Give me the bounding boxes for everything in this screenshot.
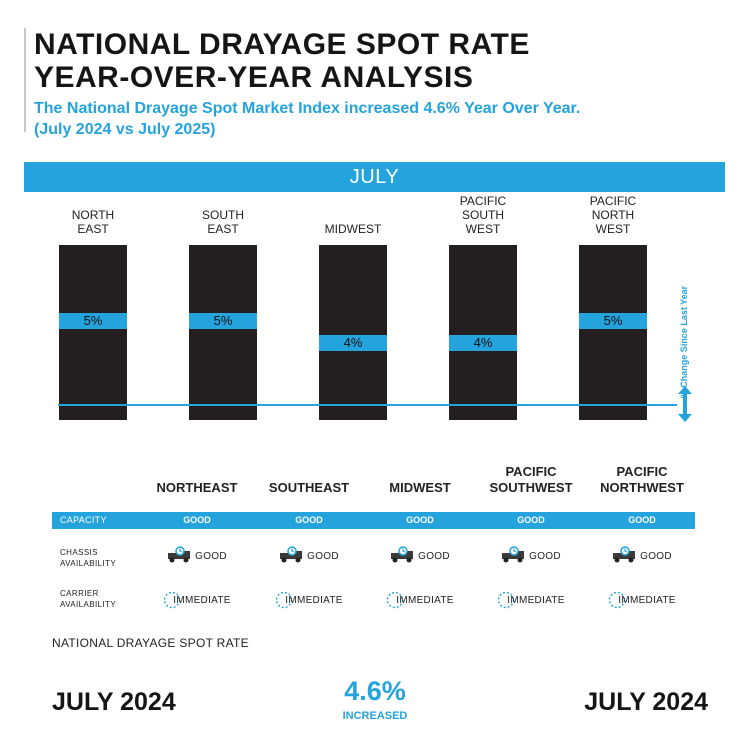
carrier-cell: IMMEDIATE (476, 590, 586, 610)
bar-value-label: 4% (319, 335, 387, 351)
subtitle-line-2: (July 2024 vs July 2025) (34, 121, 216, 138)
chassis-cell: GOOD (587, 545, 697, 567)
carrier-cell: IMMEDIATE (365, 590, 475, 610)
region-label-line: PACIFIC (589, 194, 637, 208)
carrier-row-label-line: AVAILABILITY (60, 600, 117, 609)
month-band: JULY (24, 162, 725, 192)
y-axis-label: % Change Since Last Year (664, 286, 704, 398)
table-column-header: NORTHEAST (142, 480, 252, 496)
bar-value-label: 4% (449, 335, 517, 351)
title-rule (24, 28, 26, 132)
carrier-cell: IMMEDIATE (254, 590, 364, 610)
carrier-cell: IMMEDIATE (142, 590, 252, 610)
bar-value-label: 5% (579, 313, 647, 329)
region-label-line: WEST (465, 222, 501, 236)
bar-column (579, 245, 647, 420)
chassis-truck-icon (501, 545, 527, 567)
year-left: JULY 2024 (52, 688, 176, 716)
chassis-truck-icon (612, 545, 638, 567)
chassis-value: GOOD (195, 550, 227, 562)
capacity-label: CAPACITY (60, 515, 107, 525)
capacity-value: GOOD (183, 515, 211, 525)
chassis-value: GOOD (640, 550, 672, 562)
chassis-truck-icon (167, 545, 193, 567)
table-column-header-line: SOUTHEAST (268, 480, 350, 495)
carrier-row-label: CARRIER AVAILABILITY (60, 588, 116, 610)
chassis-truck-icon (279, 545, 305, 567)
table-column-header: MIDWEST (365, 480, 475, 496)
chassis-truck-icon (390, 545, 416, 567)
double-arrow-icon (678, 386, 692, 422)
page-title: NATIONAL DRAYAGE SPOT RATE YEAR-OVER-YEA… (34, 28, 530, 94)
carrier-cell: IMMEDIATE (587, 590, 697, 610)
chassis-value: GOOD (307, 550, 339, 562)
carrier-value: IMMEDIATE (173, 594, 231, 606)
table-column-header-line: PACIFIC (505, 464, 557, 479)
chassis-value: GOOD (529, 550, 561, 562)
chassis-cell: GOOD (476, 545, 586, 567)
region-label: PACIFIC NORTH WEST (558, 194, 668, 236)
chassis-cell: GOOD (254, 545, 364, 567)
subtitle: The National Drayage Spot Market Index i… (34, 98, 580, 140)
capacity-value: GOOD (517, 515, 545, 525)
region-label: NORTH EAST (38, 208, 148, 236)
year-right: JULY 2024 (584, 688, 708, 716)
chassis-value: GOOD (418, 550, 450, 562)
bar-value-label: 5% (59, 313, 127, 329)
bar-column (189, 245, 257, 420)
region-label-line: NORTH (591, 208, 635, 222)
table-column-header: PACIFIC SOUTHWEST (476, 464, 586, 496)
carrier-value: IMMEDIATE (285, 594, 343, 606)
carrier-value: IMMEDIATE (507, 594, 565, 606)
bar-column (59, 245, 127, 420)
table-column-header-line: SOUTHWEST (489, 480, 573, 495)
table-column-header-line: PACIFIC (616, 464, 668, 479)
region-label: SOUTH EAST (168, 208, 278, 236)
region-label-line: EAST (77, 222, 109, 236)
capacity-row: CAPACITY GOOD GOOD GOOD GOOD GOOD (52, 512, 695, 529)
bar-column (449, 245, 517, 420)
capacity-value: GOOD (628, 515, 656, 525)
national-change-label: INCREASED (342, 710, 408, 722)
title-line-1: NATIONAL DRAYAGE SPOT RATE (34, 28, 530, 61)
table-column-header-line: NORTHWEST (600, 480, 684, 495)
capacity-value: GOOD (406, 515, 434, 525)
dotted-clock-icon (163, 591, 181, 609)
region-label: PACIFIC SOUTH WEST (428, 194, 538, 236)
dotted-clock-icon (608, 591, 626, 609)
region-label-line: SOUTH (462, 208, 504, 222)
table-column-header: PACIFIC NORTHWEST (587, 464, 697, 496)
table-column-header-line: MIDWEST (389, 480, 451, 495)
national-rate-label: NATIONAL DRAYAGE SPOT RATE (52, 636, 249, 650)
chassis-row-label-line: AVAILABILITY (60, 559, 117, 568)
chassis-row-label: CHASSIS AVAILABILITY (60, 547, 116, 569)
bar-column (319, 245, 387, 420)
title-line-2: YEAR-OVER-YEAR ANALYSIS (34, 61, 474, 94)
region-label-line: MIDWEST (324, 222, 382, 236)
bar-value-label: 5% (189, 313, 257, 329)
region-label-line: PACIFIC (459, 194, 507, 208)
carrier-value: IMMEDIATE (618, 594, 676, 606)
region-label-line: NORTH (71, 208, 115, 222)
dotted-clock-icon (497, 591, 515, 609)
chassis-cell: GOOD (365, 545, 475, 567)
dotted-clock-icon (386, 591, 404, 609)
chart-baseline (58, 404, 677, 406)
dotted-clock-icon (275, 591, 293, 609)
region-label-line: WEST (595, 222, 631, 236)
y-axis-label-text: % Change Since Last Year (679, 285, 689, 399)
carrier-row-label-line: CARRIER (60, 589, 99, 598)
capacity-value: GOOD (295, 515, 323, 525)
table-column-header: SOUTHEAST (254, 480, 364, 496)
region-label-line: SOUTH (202, 208, 244, 222)
region-label: MIDWEST (298, 222, 408, 236)
carrier-value: IMMEDIATE (396, 594, 454, 606)
subtitle-line-1: The National Drayage Spot Market Index i… (34, 100, 581, 117)
national-change-value: 4.6% (344, 676, 406, 706)
table-column-header-line: NORTHEAST (156, 480, 238, 495)
region-label-line: EAST (207, 222, 239, 236)
chassis-row-label-line: CHASSIS (60, 548, 98, 557)
chassis-cell: GOOD (142, 545, 252, 567)
